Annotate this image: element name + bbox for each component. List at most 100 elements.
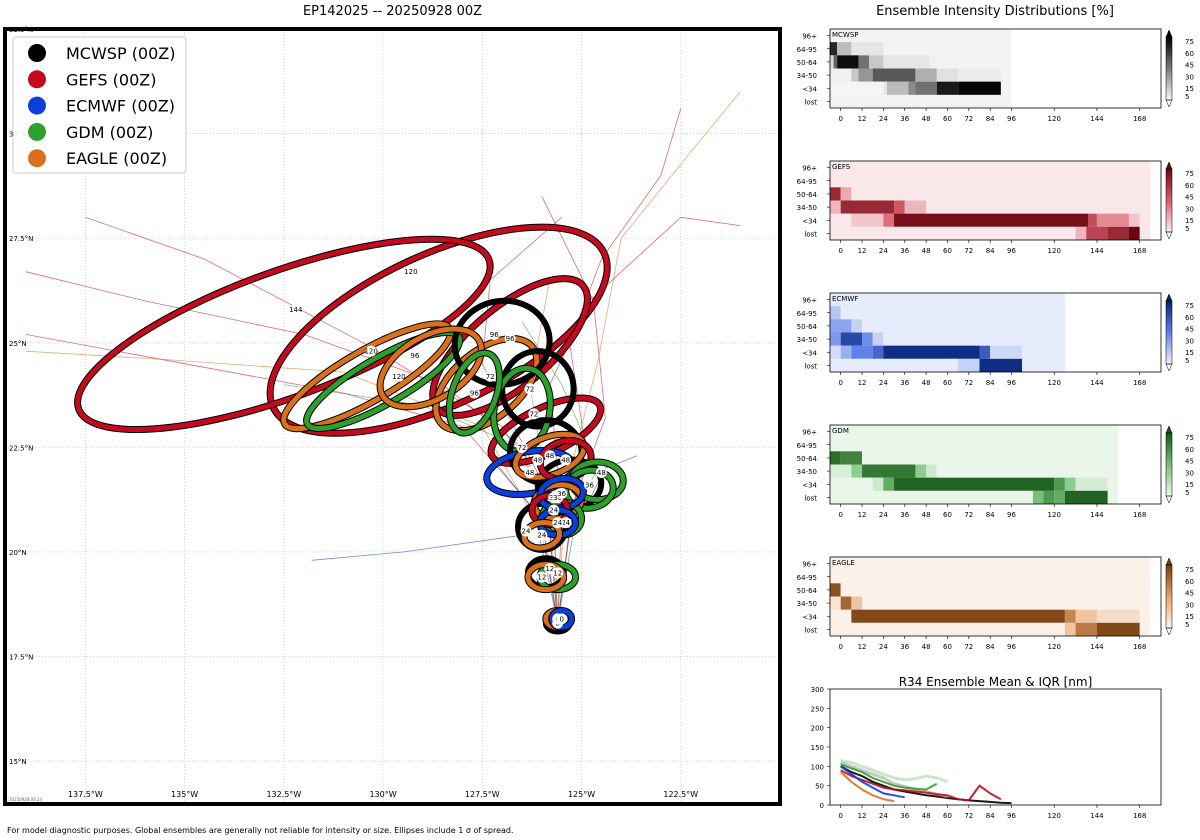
colorbar-cell (1166, 46, 1172, 50)
heatmap-cell (894, 477, 1055, 491)
colorbar-cell (1166, 197, 1172, 201)
hour-label-bg (524, 383, 536, 395)
colorbar-cell (1166, 335, 1172, 340)
x-tick-label: 36 (900, 115, 909, 123)
track-line-gefs (541, 196, 606, 624)
heatmap-frame (829, 424, 1162, 505)
r34-series-gdm (840, 763, 938, 791)
x-tick-label: 36 (900, 643, 909, 651)
colorbar-cell (1166, 74, 1172, 79)
x-tick-label: 60 (943, 115, 952, 123)
y-tick-label: 300 (811, 686, 824, 694)
colorbar-cell (1166, 184, 1172, 189)
colorbar-cell (1166, 326, 1172, 330)
heatmap-cell (869, 55, 884, 69)
heatmap-cell (840, 306, 1055, 320)
hour-label-bg (548, 504, 560, 516)
heatmap-cell (1054, 490, 1065, 504)
legend-marker-mcwsp (28, 44, 46, 62)
colorbar-cell (1166, 483, 1172, 487)
x-tick-label: 144 (1090, 812, 1104, 820)
heatmap-cell (851, 42, 884, 56)
x-tick-label: 48 (922, 511, 931, 519)
x-tick-label: 120 (1048, 379, 1061, 387)
colorbar-cell (1166, 451, 1172, 456)
hour-label-bg (409, 349, 421, 361)
heatmap-row-label: 96+ (802, 33, 817, 41)
heatmap-cell (851, 464, 863, 478)
hour-label: 120 (364, 348, 377, 356)
colorbar-cell (1166, 304, 1172, 308)
heatmap-cell (830, 477, 873, 491)
heatmap-cell (926, 464, 937, 478)
lon-label: 137.5°W (68, 790, 103, 799)
hour-label: 24 (537, 532, 546, 540)
x-tick-label: 72 (964, 115, 973, 123)
ellipse-ring (521, 519, 563, 551)
colorbar-extend-top (1165, 161, 1173, 170)
colorbar-cell (1166, 583, 1172, 588)
heatmap-cell (830, 29, 959, 43)
colorbar-tick: 45 (1185, 590, 1194, 598)
r34-series-gdm-iqr (840, 759, 949, 784)
heatmap-cell (990, 345, 1023, 359)
colorbar-cell (1166, 81, 1172, 85)
colorbar-cell (1166, 602, 1172, 607)
heatmap-row-label: 50-64 (797, 587, 818, 595)
colorbar-cell (1166, 316, 1172, 321)
heatmap-row-label: 34-50 (797, 72, 817, 80)
legend-marker-gdm (28, 122, 46, 141)
colorbar-cell (1166, 84, 1172, 88)
heatmap-row-label: 50-64 (797, 323, 818, 331)
hour-label-bg (552, 517, 564, 529)
x-tick-label: 12 (858, 379, 867, 387)
colorbar-cell (1166, 71, 1172, 76)
forecast-ellipse-gdm-96 (445, 349, 503, 437)
heatmap-row-label: lost (804, 362, 817, 370)
x-tick-label: 84 (986, 511, 995, 519)
lon-label: 127.5°W (465, 790, 500, 799)
heatmap-cell (851, 213, 884, 227)
heatmap-cell (886, 81, 909, 95)
colorbar-tick: 30 (1185, 73, 1194, 81)
colorbar-cell (1166, 621, 1172, 626)
colorbar-cell (1166, 191, 1172, 195)
x-tick-label: 72 (964, 379, 973, 387)
r34-series-mcwsp (840, 765, 1012, 805)
x-tick-label: 72 (964, 247, 973, 255)
x-tick-label: 36 (900, 511, 909, 519)
colorbar-cell (1166, 301, 1172, 305)
heatmap-cell (1032, 490, 1044, 504)
legend-label: EAGLE (00Z) (66, 149, 167, 168)
x-tick-label: 0 (838, 643, 842, 651)
colorbar-cell (1166, 615, 1172, 619)
x-tick-label: 48 (922, 643, 931, 651)
hour-label: 72 (529, 410, 538, 418)
heatmap-cell (851, 68, 859, 82)
heatmap-cell (833, 55, 838, 69)
heatmap-cell (883, 332, 1055, 346)
colorbar-cell (1166, 445, 1172, 450)
x-tick-label: 96 (1007, 247, 1016, 255)
x-tick-label: 168 (1133, 115, 1146, 123)
colorbar-cell (1166, 612, 1172, 616)
heatmap-cell (862, 332, 873, 346)
hour-label: 48 (561, 456, 570, 464)
heatmap-panel-name: ECMWF (832, 295, 858, 303)
forecast-ellipses: 1201449612012072969672727248489636482448… (74, 223, 627, 635)
lon-label: 125°W (568, 790, 595, 799)
colorbar-cell (1166, 194, 1172, 198)
colorbar-cell (1166, 492, 1172, 497)
map-gridlines (6, 28, 780, 803)
heatmap-cell (862, 596, 1140, 610)
x-tick-label: 96 (1007, 812, 1016, 820)
colorbar-cell (1166, 448, 1172, 453)
heatmap-cell (840, 187, 852, 201)
heatmap-cell (830, 583, 841, 597)
forecast-ellipse-mcwsp-96 (451, 297, 553, 388)
colorbar-extend-top (1165, 425, 1173, 434)
heatmap-cell (1128, 213, 1140, 227)
x-tick-label: 120 (1048, 812, 1061, 820)
r34-series-eagle (840, 771, 895, 803)
